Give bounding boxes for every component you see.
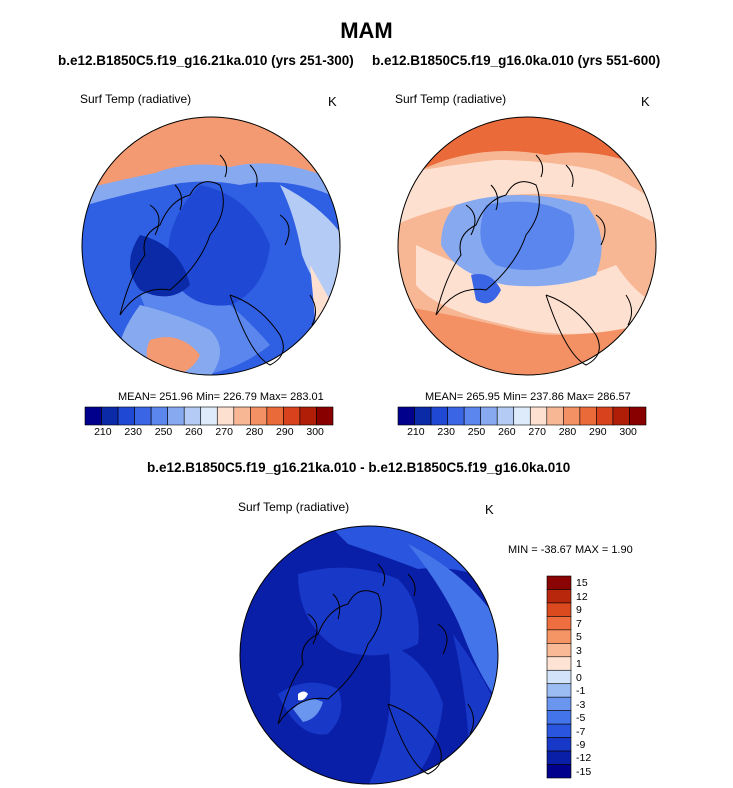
panel-1-colorbar-tick-label: 290 (276, 426, 294, 438)
diff-colorbar-tick-label: -1 (576, 685, 586, 698)
panel-1-colorbar-tick-label: 250 (154, 426, 173, 438)
diff-colorbar-ticks: 15 12 9 7 5 3 1 0 -1 -3 -5 -7 -9 -12 -15 (574, 576, 614, 778)
diff-colorbar-swatch (546, 764, 572, 779)
diff-colorbar-tick-label: 3 (576, 644, 582, 657)
diff-label: Surf Temp (radiative) (238, 500, 350, 514)
panel-2-colorbar (397, 406, 647, 426)
panel-2-colorbar-tick-label: 250 (467, 426, 486, 438)
panel-2-colorbar-tick-label: 270 (528, 426, 546, 438)
diff-colorbar-tick-label: 0 (576, 671, 582, 684)
diff-colorbar-tick-label: -9 (576, 739, 586, 751)
diff-colorbar-tick-label: -12 (576, 752, 592, 765)
panel-2-colorbar-swatch (463, 406, 481, 426)
panel-1-colorbar-swatch (183, 406, 202, 426)
panel-2-colorbar-swatch (447, 406, 465, 426)
panel-1-colorbar-swatch (117, 406, 135, 426)
panel-2-colorbar-swatch (430, 406, 448, 426)
panel-1-colorbar-ticks: 210 230 250 260 270 280 290 300 (85, 426, 333, 440)
panel-2-colorbar-swatch (480, 406, 498, 426)
panel-1-colorbar-swatch (316, 406, 334, 426)
panel-1-colorbar-swatch (266, 406, 284, 426)
diff-colorbar-tick-label: -3 (576, 698, 586, 711)
panel-1-colorbar-swatch (233, 406, 251, 426)
panel-2-stats: MEAN= 265.95 Min= 237.86 Max= 286.57 (425, 391, 631, 403)
panel-2-colorbar-swatch (596, 406, 614, 426)
panel-1-colorbar (84, 406, 334, 426)
panel-2-colorbar-swatch (612, 406, 630, 426)
panel-2-colorbar-swatch (513, 406, 531, 426)
panel-1-colorbar-swatch (84, 406, 102, 426)
panel-2-colorbar-swatch (629, 406, 647, 426)
panel-1-colorbar-tick-label: 210 (94, 426, 112, 438)
panel-1-colorbar-swatch (150, 406, 168, 426)
diff-colorbar-tick-label: -5 (576, 712, 586, 725)
diff-colorbar-swatch (546, 669, 572, 685)
panel-2-colorbar-swatch (546, 406, 564, 426)
diff-colorbar-swatch (546, 683, 572, 698)
diff-colorbar-swatch (546, 643, 572, 658)
panel-2-header: b.e12.B1850C5.f19_g16.0ka.010 (yrs 551-6… (372, 53, 661, 68)
panel-1-colorbar-swatch (167, 406, 185, 426)
diff-colorbar-tick-label: 9 (576, 604, 582, 617)
panel-2-colorbar-tick-label: 260 (498, 426, 516, 438)
panel-1-polar-map (81, 116, 341, 376)
diff-colorbar-swatch (546, 696, 572, 711)
diff-polar-map (239, 525, 499, 785)
panel-1-colorbar-swatch (283, 406, 301, 426)
panel-1-colorbar-tick-label: 300 (306, 426, 324, 438)
diff-colorbar-swatch (546, 616, 572, 631)
panel-2-colorbar-swatch (563, 406, 581, 426)
panel-2-colorbar-tick-label: 230 (437, 426, 455, 438)
diff-colorbar-tick-label: 15 (576, 577, 588, 590)
panel-2-colorbar-tick-label: 290 (589, 426, 607, 438)
panel-2-label: Surf Temp (radiative) (395, 92, 507, 106)
panel-2-colorbar-swatch (529, 406, 548, 426)
panel-1-colorbar-swatch (299, 406, 317, 426)
diff-colorbar-swatch (546, 710, 572, 725)
panel-1-colorbar-swatch (250, 406, 268, 426)
diff-unit: K (485, 502, 494, 517)
panel-2-colorbar-tick-label: 300 (619, 426, 637, 438)
panel-1-colorbar-tick-label: 230 (124, 426, 142, 438)
diff-colorbar (546, 575, 572, 779)
diff-colorbar-tick-label: 7 (576, 617, 582, 630)
panel-1-colorbar-tick-label: 260 (185, 426, 203, 438)
panel-2-colorbar-tick-label: 210 (407, 426, 425, 438)
panel-1-colorbar-swatch (200, 406, 218, 426)
diff-colorbar-swatch (546, 602, 572, 617)
diff-colorbar-tick-label: 12 (576, 590, 588, 603)
diff-colorbar-tick-label: -7 (576, 725, 586, 738)
diff-colorbar-swatch (546, 750, 572, 765)
diff-colorbar-tick-label: -15 (576, 765, 592, 778)
panel-2-colorbar-swatch (579, 406, 597, 426)
panel-2-unit: K (641, 94, 650, 109)
diff-colorbar-tick-label: 5 (576, 631, 582, 644)
panel-1-colorbar-tick-label: 270 (215, 426, 233, 438)
diff-colorbar-swatch (546, 723, 572, 738)
panel-1-colorbar-swatch (216, 406, 235, 426)
panel-1-unit: K (328, 94, 337, 109)
panel-1-colorbar-tick-label: 280 (245, 426, 264, 438)
panel-2-colorbar-swatch (414, 406, 432, 426)
diff-header: b.e12.B1850C5.f19_g16.21ka.010 - b.e12.B… (147, 460, 571, 475)
diff-colorbar-swatch (546, 629, 572, 644)
diff-colorbar-tick-label: 1 (576, 658, 582, 671)
diff-colorbar-swatch (546, 589, 572, 604)
diff-colorbar-swatch (546, 656, 572, 671)
panel-1-colorbar-swatch (101, 406, 119, 426)
panel-2-colorbar-tick-label: 280 (558, 426, 577, 438)
panel-1-label: Surf Temp (radiative) (80, 92, 192, 106)
figure-title: MAM (340, 18, 393, 43)
panel-2-colorbar-ticks: 210 230 250 260 270 280 290 300 (398, 426, 646, 440)
diff-minmax: MIN = -38.67 MAX = 1.90 (508, 544, 633, 556)
panel-2-polar-map (397, 116, 657, 376)
panel-2-colorbar-swatch (496, 406, 515, 426)
diff-colorbar-swatch (546, 575, 572, 590)
panel-1-stats: MEAN= 251.96 Min= 226.79 Max= 283.01 (118, 391, 324, 403)
panel-1-colorbar-swatch (134, 406, 152, 426)
diff-colorbar-swatch (546, 737, 572, 752)
panel-2-colorbar-swatch (397, 406, 415, 426)
panel-1-header: b.e12.B1850C5.f19_g16.21ka.010 (yrs 251-… (58, 53, 354, 68)
